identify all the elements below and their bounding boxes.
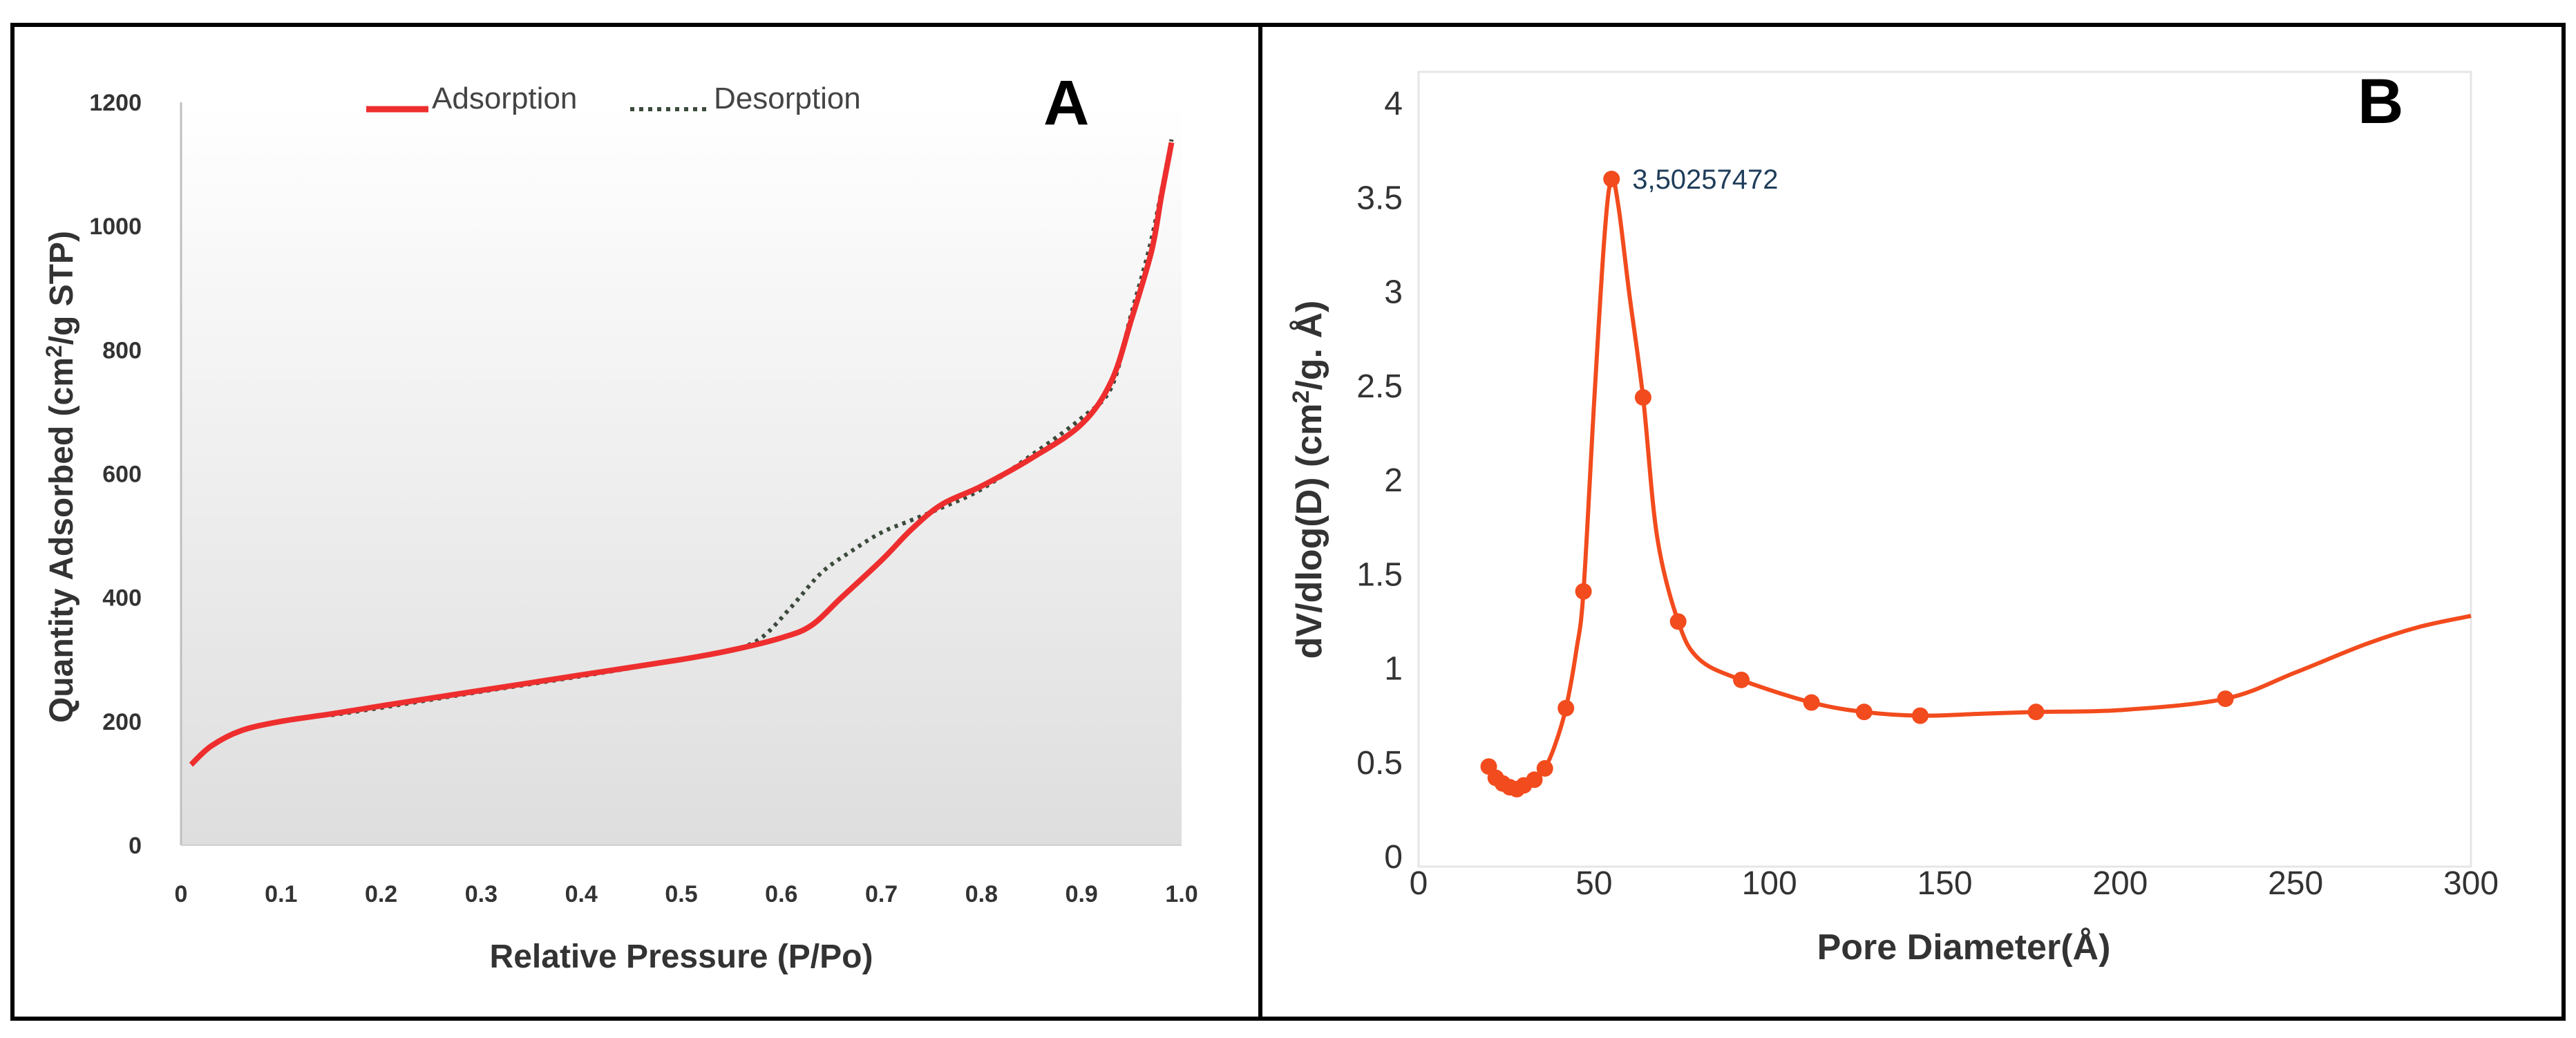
panel-b: 0 0.5 1 1.5 2 2.5 3 3.5 4 0 50 100 150 200 250 300 3,5… — [1288, 66, 2499, 968]
x-tick-label-a: 0.8 — [965, 881, 998, 907]
x-tick-label-b: 150 — [1917, 865, 1972, 902]
x-tick-label-a: 0.7 — [865, 881, 898, 907]
x-tick-label-a: 0.9 — [1066, 881, 1098, 907]
data-point — [1557, 699, 1575, 717]
x-tick-labels-a: 0 0.1 0.2 0.3 0.4 0.5 0.6 0.7 0.8 0.9 1.0 — [175, 881, 1198, 907]
x-tick-label-b: 100 — [1742, 865, 1797, 902]
data-point — [2217, 690, 2234, 708]
data-point — [1526, 771, 1543, 789]
y-tick-label-b: 3 — [1384, 274, 1403, 311]
x-tick-label-b: 50 — [1575, 865, 1612, 902]
y-tick-label-b: 4 — [1384, 86, 1403, 122]
x-tick-label-b: 0 — [1410, 865, 1428, 902]
y-tick-label-b: 1 — [1384, 651, 1403, 688]
data-point — [1733, 671, 1750, 688]
x-axis-title-b: Pore Diameter(Å) — [1817, 927, 2111, 968]
x-tick-label-b: 250 — [2268, 865, 2323, 902]
data-point — [1803, 694, 1820, 711]
x-tick-label-a: 0.6 — [765, 881, 797, 907]
data-point — [1855, 704, 1873, 721]
x-tick-label-a: 0.3 — [465, 881, 498, 907]
y-tick-label-b: 0 — [1384, 839, 1403, 876]
data-point — [2027, 704, 2045, 721]
y-tick-label-b: 3.5 — [1356, 180, 1403, 216]
y-tick-label-a: 800 — [102, 337, 142, 364]
y-tick-label-b: 0.5 — [1356, 745, 1403, 782]
plot-area-b — [1417, 70, 2472, 868]
y-axis-title-b: dV/dlog(D) (cm2/g. Å) — [1288, 301, 1329, 659]
y-tick-label-b: 1.5 — [1356, 556, 1403, 593]
x-tick-label-a: 0.1 — [265, 881, 297, 907]
pore-size-markers — [1480, 171, 2234, 798]
y-tick-label-a: 600 — [102, 462, 142, 488]
y-axis-title-a: Quantity Adsorbed (cm2/g STP) — [41, 231, 80, 723]
panel-label-a: A — [1043, 68, 1089, 138]
panel-label-b: B — [2358, 66, 2403, 137]
y-tick-label-a: 200 — [102, 709, 142, 735]
y-tick-label-a: 1200 — [89, 90, 142, 116]
legend-label-adsorption: Adsorption — [432, 82, 577, 115]
y-tick-label-b: 2 — [1384, 462, 1403, 499]
y-tick-label-b: 2.5 — [1356, 368, 1403, 405]
data-point — [1575, 583, 1592, 600]
peak-annotation: 3,50257472 — [1632, 164, 1778, 195]
panel-a: 0 200 400 600 800 1000 1200 0 0.1 0.2 0.3 0.4 0.5 0.… — [41, 68, 1198, 975]
data-point — [1669, 613, 1687, 630]
x-tick-label-a: 0.5 — [665, 881, 697, 907]
data-point — [1634, 389, 1651, 406]
x-tick-label-a: 1.0 — [1165, 881, 1197, 907]
x-tick-label-a: 0.4 — [565, 881, 598, 907]
y-tick-label-a: 400 — [102, 585, 142, 612]
y-tick-label-a: 1000 — [89, 214, 142, 240]
x-tick-labels-b: 0 50 100 150 200 250 300 — [1410, 865, 2499, 902]
data-point — [1911, 707, 1929, 724]
x-tick-label-a: 0 — [175, 881, 188, 907]
x-tick-label-b: 300 — [2443, 865, 2499, 902]
data-point — [1603, 171, 1620, 187]
y-tick-label-a: 0 — [129, 833, 142, 859]
x-tick-label-b: 200 — [2092, 865, 2148, 902]
plot-area-a — [181, 102, 1182, 845]
legend-a: Adsorption Desorption — [366, 82, 861, 115]
x-tick-label-a: 0.2 — [365, 881, 397, 907]
data-point — [1536, 759, 1553, 777]
x-axis-title-a: Relative Pressure (P/Po) — [490, 938, 873, 975]
y-tick-labels-b: 0 0.5 1 1.5 2 2.5 3 3.5 4 — [1356, 86, 1403, 876]
adsorption-line — [189, 142, 1175, 767]
legend-label-desorption: Desorption — [714, 82, 861, 115]
y-tick-labels-a: 0 200 400 600 800 1000 1200 — [89, 90, 142, 859]
